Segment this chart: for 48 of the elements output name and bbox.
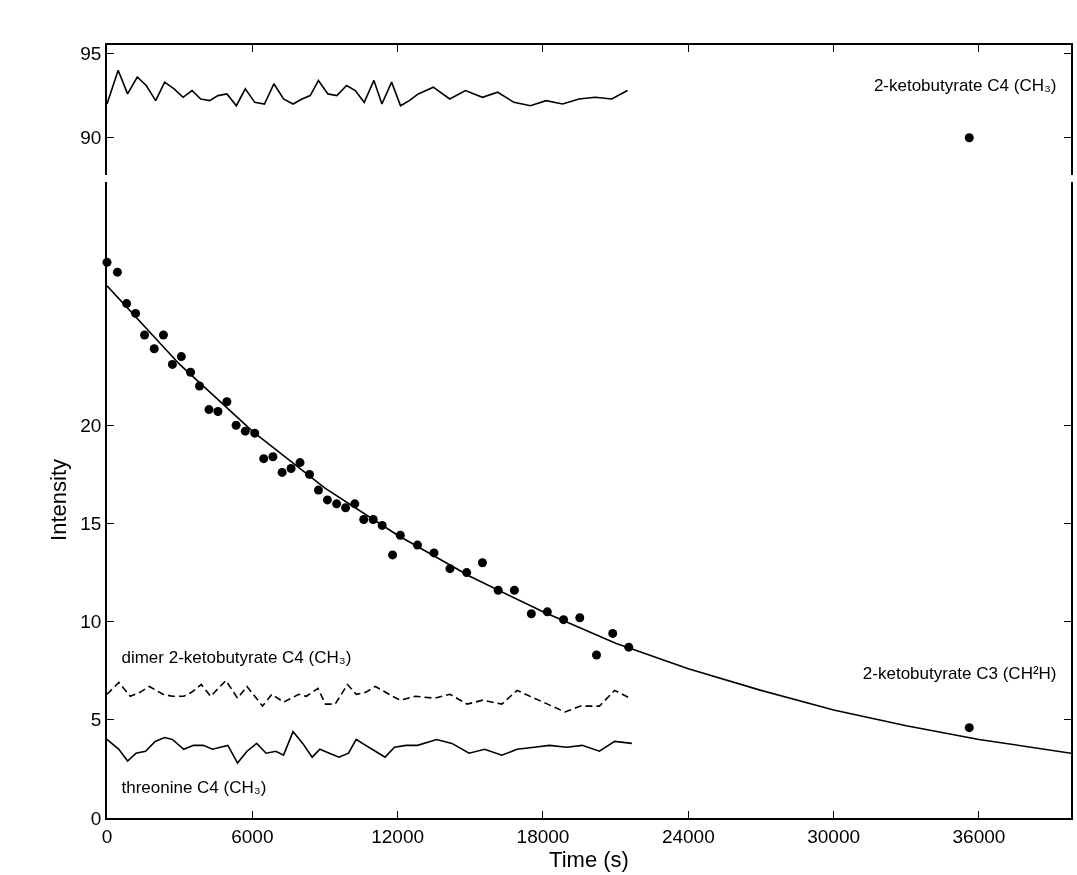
point [608,628,618,638]
x-axis-title: Time (s) [549,846,629,872]
x-tick-label: 6000 [231,825,274,847]
point [259,454,269,464]
point [509,585,519,595]
point [313,485,323,495]
x-tick-label: 24000 [661,825,715,847]
point [526,609,536,619]
point [295,458,305,468]
text: 2-ketobutyrate C4 (CH₃) [873,76,1057,96]
y-tick-label: 0 [90,807,102,829]
point [158,330,168,340]
point [322,495,332,505]
point [213,407,223,417]
point [268,452,278,462]
point [359,515,369,525]
point [341,503,351,513]
point [964,723,974,733]
point [140,330,150,340]
x-tick-label: 30000 [807,825,861,847]
series-label: threonine C4 (CH₃) [121,777,267,797]
point [240,426,250,436]
x-tick-label: 18000 [516,825,570,847]
point [575,613,585,623]
y-tick-label: 20 [80,414,102,436]
y-tick-label: 95 [80,43,102,65]
y-tick-label: 10 [80,611,102,633]
point [204,405,214,415]
point [222,397,232,407]
y-axis-title: Intensity [45,458,71,541]
y-tick-label: 90 [80,127,102,149]
point [286,463,296,473]
y-tick-label: 15 [80,513,102,535]
y-tick-label: 5 [90,709,102,731]
series-label: dimer 2-ketobutyrate C4 (CH₃) [121,648,352,668]
point [332,499,342,509]
point [149,344,159,354]
point [231,420,241,430]
point [388,550,398,560]
x-tick-label: 36000 [952,825,1006,847]
point [277,467,287,477]
point [592,650,602,660]
text: 2-ketobutyrate C3 (CH²H) [862,663,1057,683]
point [176,352,186,362]
point [167,359,177,369]
point [477,558,487,568]
x-tick-label: 12000 [371,825,425,847]
point [112,267,122,277]
